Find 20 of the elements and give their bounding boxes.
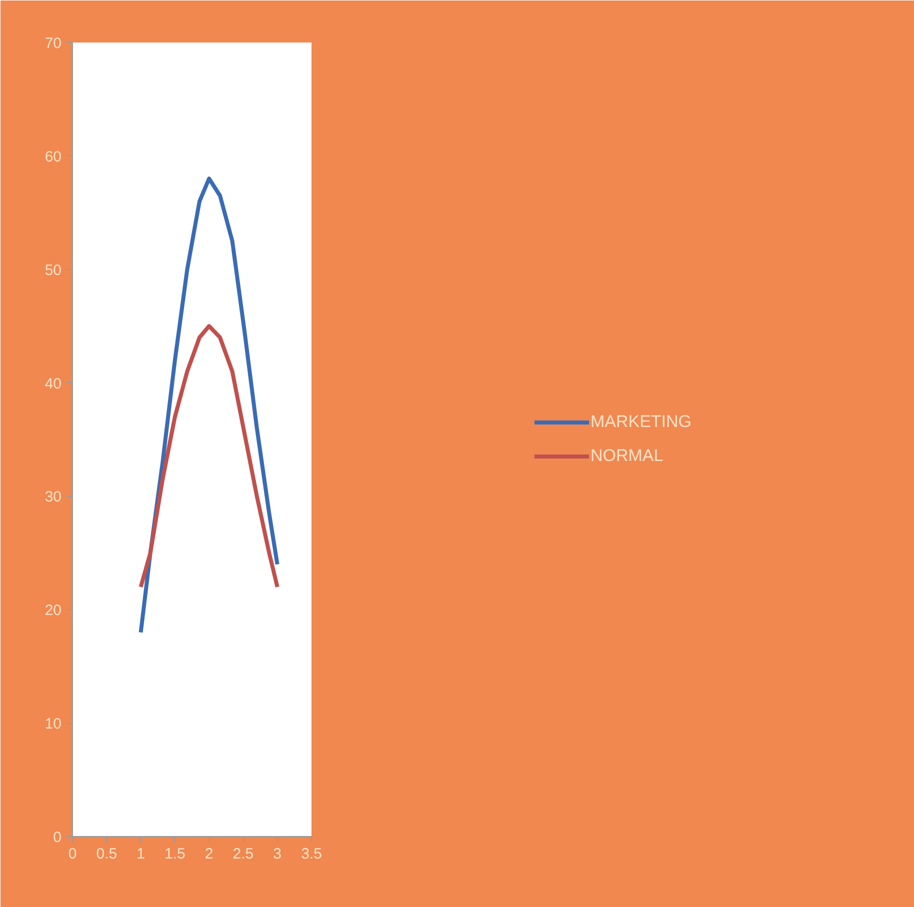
- y-tick-label: 40: [44, 375, 62, 392]
- legend-label: MARKETING: [590, 412, 692, 432]
- x-tick-label: 0.5: [96, 846, 118, 862]
- y-tick-label: 20: [44, 602, 62, 620]
- x-tick-label: 2.5: [232, 846, 254, 862]
- y-tick-label: 60: [44, 148, 62, 166]
- y-tick-label: 10: [44, 716, 62, 733]
- line-series: [138, 176, 280, 634]
- x-tick-label: 3.5: [301, 846, 322, 862]
- y-tick-label: 50: [44, 262, 62, 279]
- line-series: [138, 324, 280, 589]
- x-tick-label: 1.5: [164, 846, 186, 862]
- x-tick-label: 1: [136, 846, 145, 862]
- y-tick-label: 70: [44, 35, 62, 52]
- x-tick-label: 2: [204, 846, 214, 862]
- x-tick-label: 0: [68, 846, 77, 862]
- y-tick-label: 30: [44, 488, 62, 506]
- y-tick-label: 0: [53, 829, 62, 846]
- x-tick-label: 3: [273, 846, 282, 862]
- legend-label: NORMAL: [590, 446, 664, 466]
